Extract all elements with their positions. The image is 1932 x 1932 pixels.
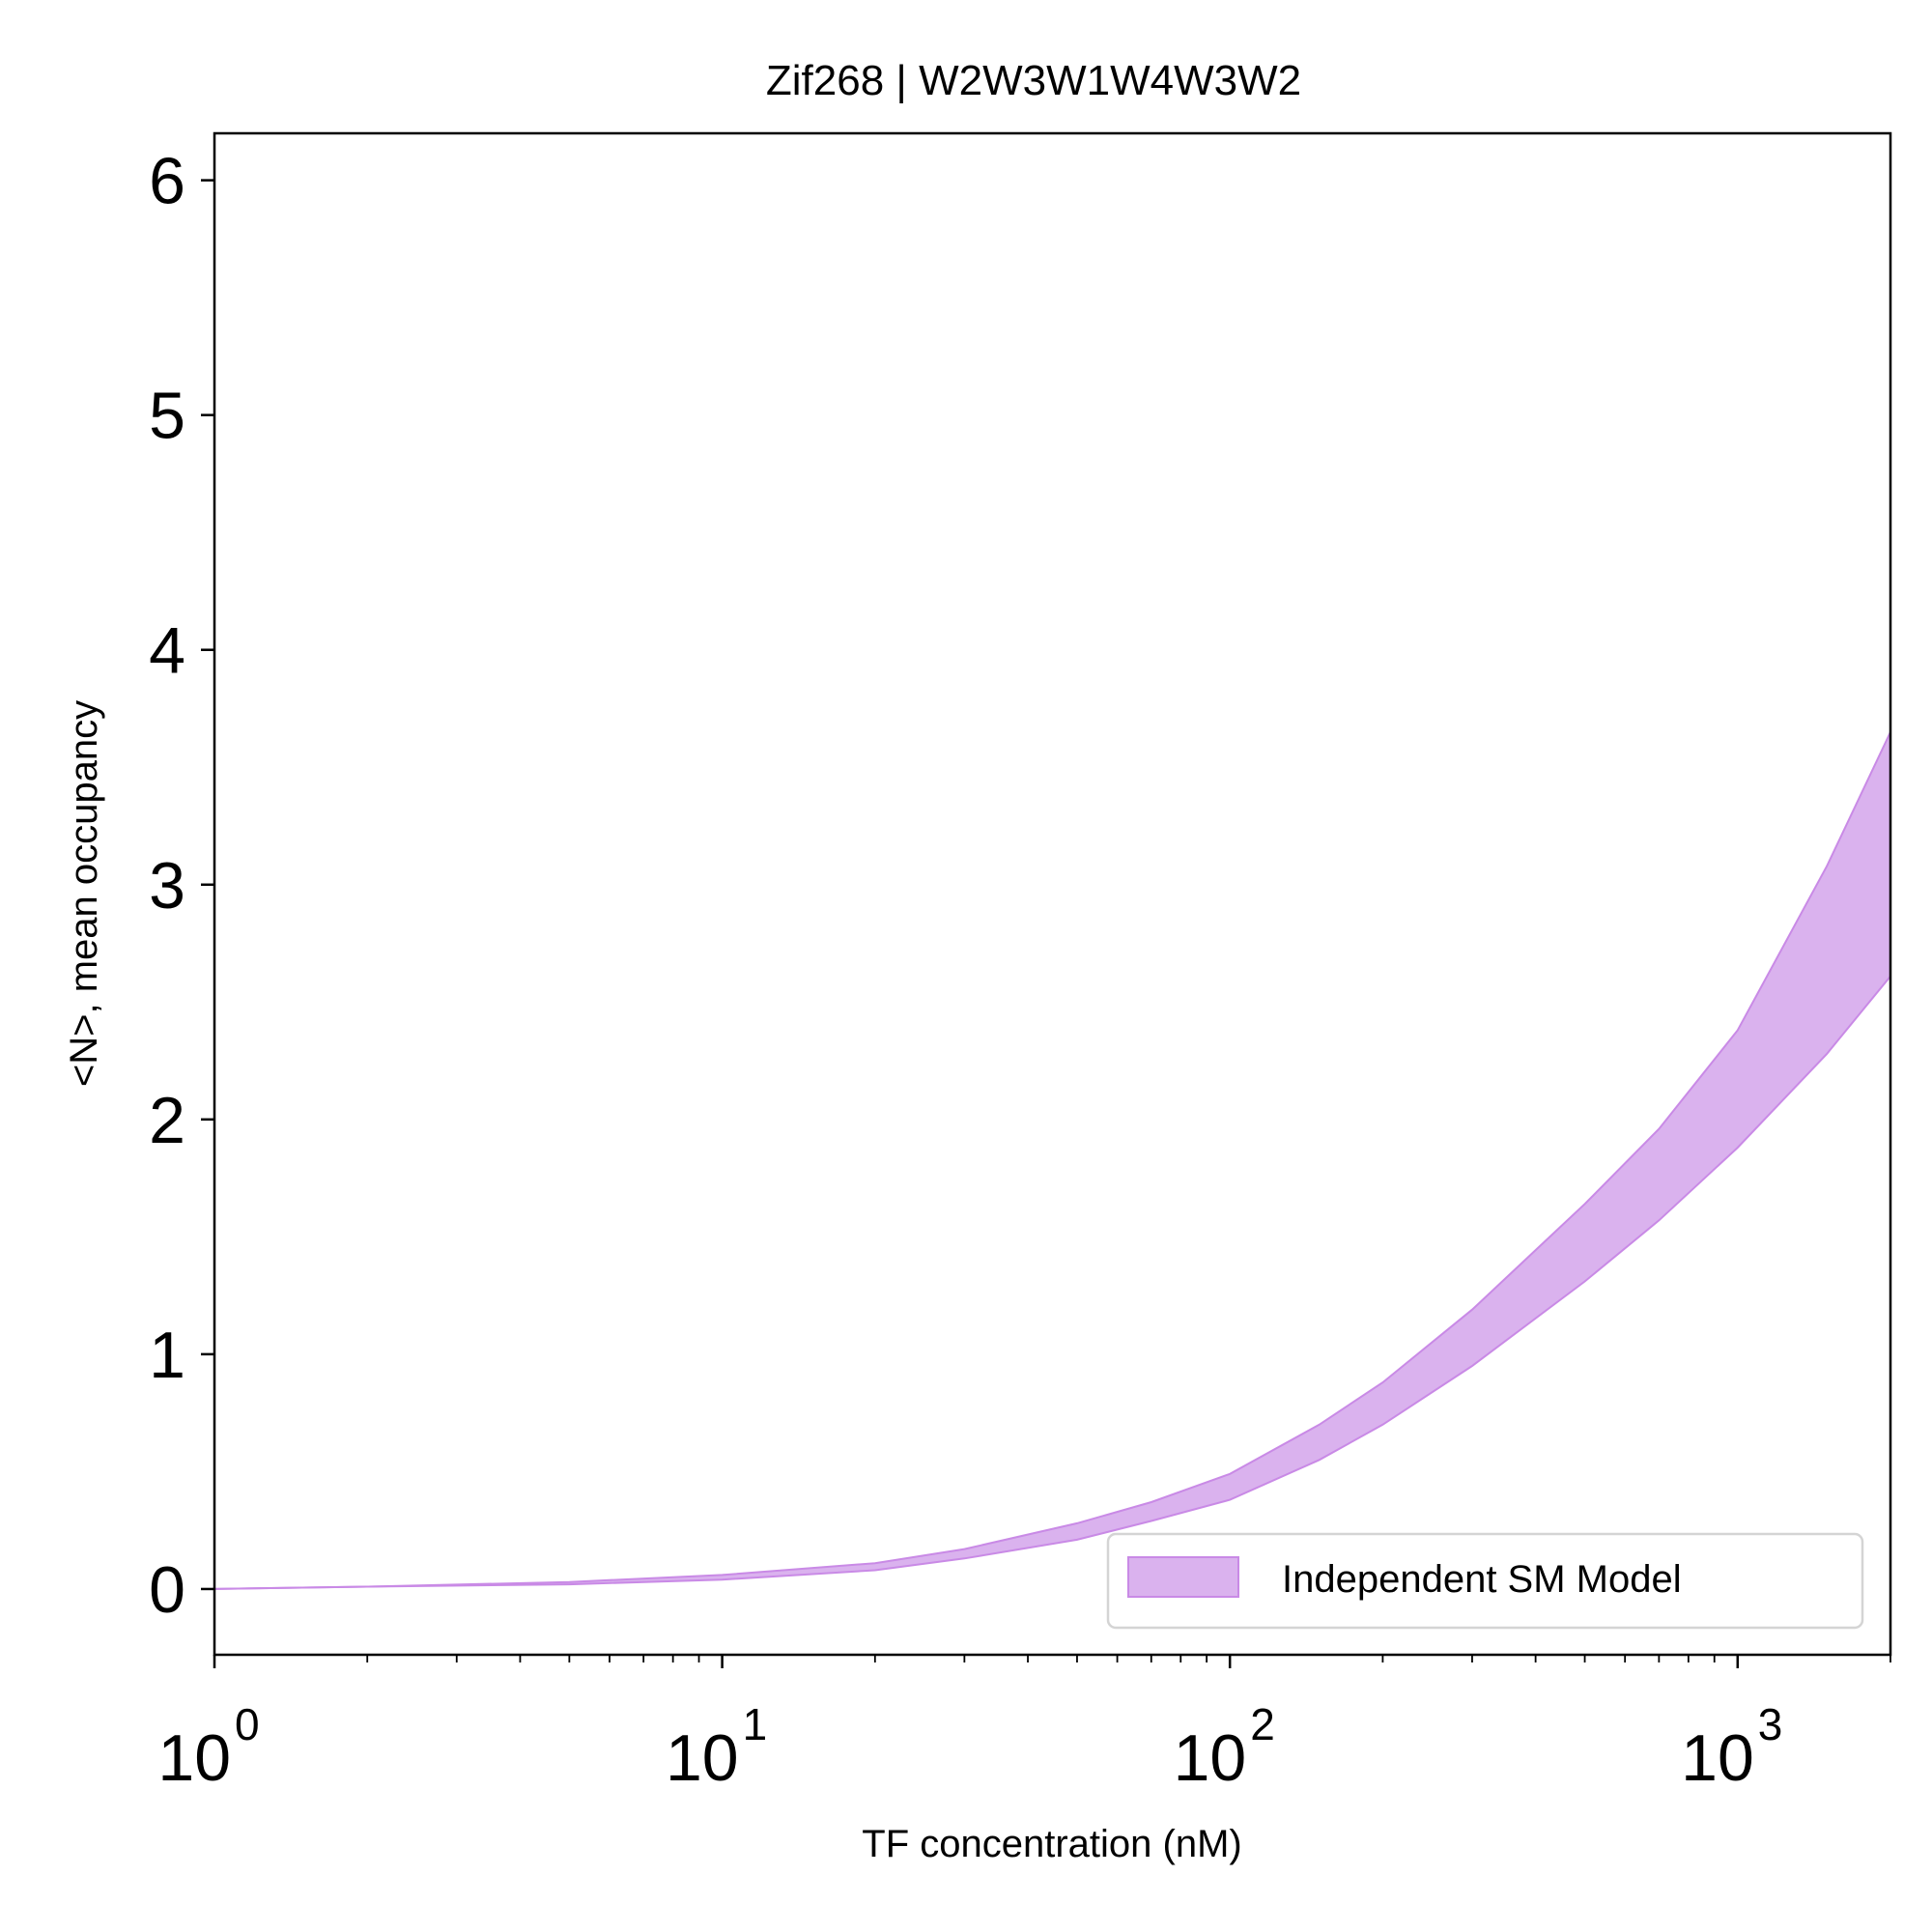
plot-area: 0 1 2 3 4 5 6 100 101 102 103 [149,131,1892,1795]
y-tick-label: 5 [149,380,185,453]
y-tick-label: 1 [149,1319,185,1392]
x-axis-label: TF concentration (nM) [862,1823,1241,1865]
legend-frame [1106,1532,1864,1630]
legend-swatch [1127,1556,1239,1598]
y-tick-label: 6 [149,145,185,218]
chart-title: Zif268 | W2W3W1W4W3W2 [766,57,1301,104]
x-axis: 100 101 102 103 [157,1655,1891,1795]
legend-label: Independent SM Model [1282,1558,1682,1601]
y-tick-label: 4 [149,614,185,688]
x-tick-label: 100 [157,1699,259,1795]
y-axis-label: <N>, mean occupancy [63,700,105,1087]
x-tick-label: 102 [1174,1699,1275,1795]
plot-border [213,131,1892,1657]
series-lower-edge [213,975,1891,1590]
x-tick-label: 103 [1681,1699,1782,1795]
y-axis: 0 1 2 3 4 5 6 [149,145,214,1627]
legend: Independent SM Model [1106,1532,1864,1630]
plot-frame [214,133,1890,1655]
x-tick-label: 101 [666,1699,767,1795]
series-upper-edge [213,731,1891,1590]
y-tick-label: 2 [149,1084,185,1157]
y-tick-label: 0 [149,1553,185,1627]
y-tick-label: 3 [149,849,185,923]
